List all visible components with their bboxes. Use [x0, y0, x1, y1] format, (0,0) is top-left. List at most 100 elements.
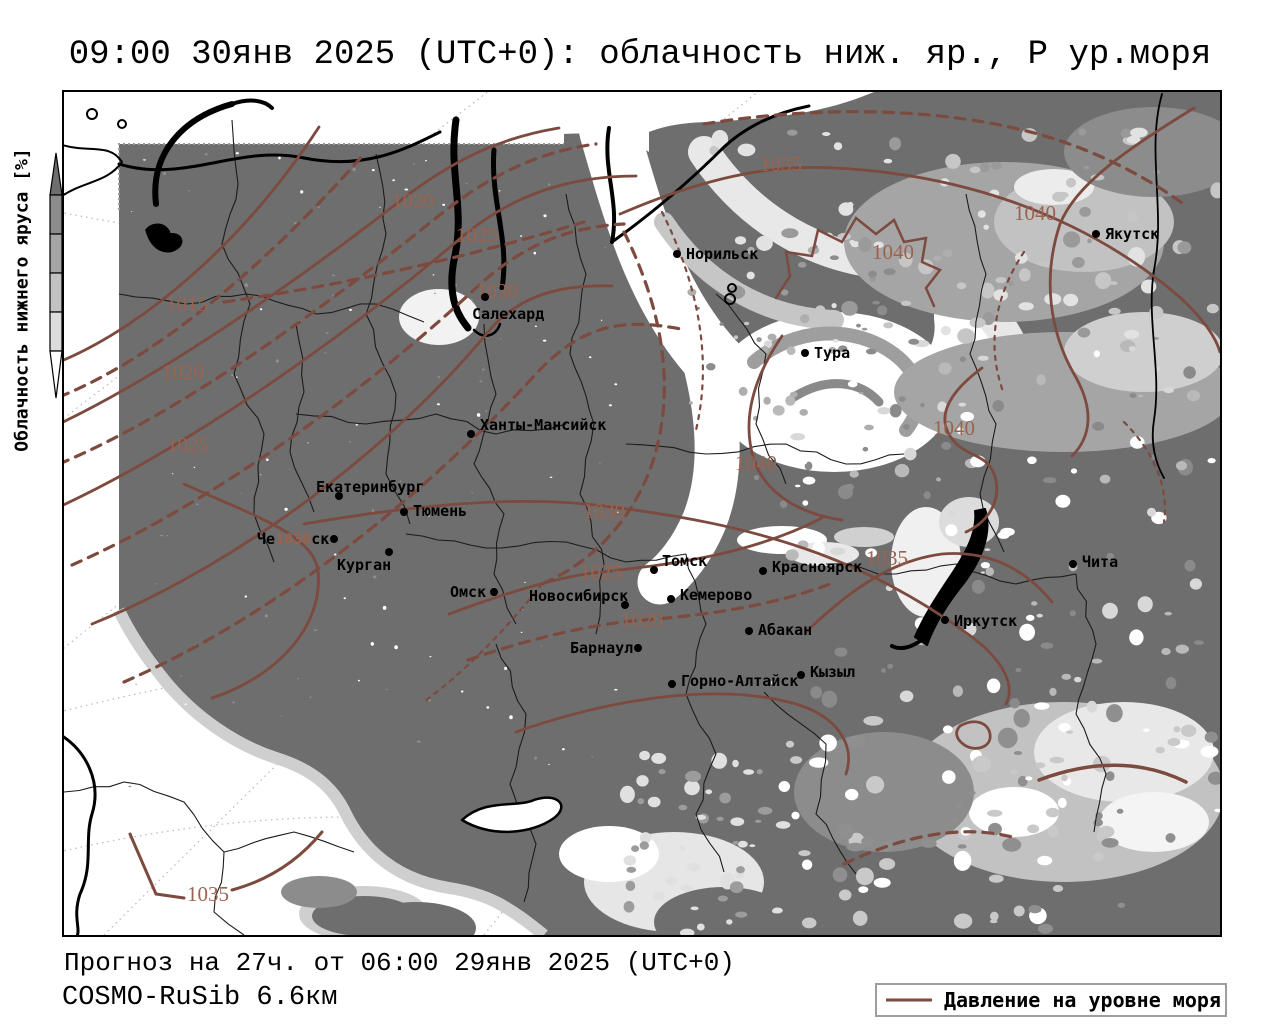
city-marker: [650, 566, 658, 574]
cloud-speckle: [809, 369, 821, 375]
admin-border: [289, 323, 315, 513]
cloud-speckle: [1095, 272, 1112, 290]
cloud-speckle: [549, 476, 553, 478]
city-label: Якутск: [1105, 225, 1159, 243]
cloud-speckle: [969, 166, 981, 174]
city-marker: [941, 616, 949, 624]
cloud-speckle: [763, 396, 771, 405]
cloud-speckle: [356, 470, 358, 472]
cloud-speckle: [984, 548, 991, 551]
cloud-speckle: [166, 535, 169, 537]
cloud-speckle: [855, 867, 874, 886]
cloud-speckle: [417, 740, 421, 743]
cloud-speckle: [772, 907, 783, 914]
cloud-speckle: [941, 441, 952, 450]
colorbar-arrow-bottom: [49, 350, 63, 399]
cloud-speckle: [636, 775, 649, 787]
cloud-speckle: [945, 524, 958, 537]
cloud-speckle: [264, 614, 269, 618]
pressure-isolines: [57, 106, 1222, 900]
cloud-speckle: [1194, 640, 1204, 645]
colorbar-axis-label: Облачность нижнего яруса [%]: [11, 148, 33, 452]
cloud-speckle: [861, 836, 875, 847]
cloud-speckle: [1206, 303, 1219, 314]
cloud-speckle: [736, 866, 745, 874]
cloud-speckle: [719, 792, 731, 804]
cloud-speckle: [259, 474, 262, 476]
cloud-speckle: [884, 248, 890, 253]
cloud-speckle: [392, 179, 395, 182]
cloud-speckle: [785, 740, 795, 748]
cloud-speckle: [159, 534, 164, 537]
colorbar-segment: [49, 272, 63, 313]
cloud-speckle: [1176, 461, 1187, 471]
cloud-speckle: [1101, 838, 1119, 848]
map-canvas: 1020 1025 1030 1015 1020 1025 1035 1040 1040 1040…: [57, 86, 1244, 957]
city-marker: [673, 250, 681, 258]
cloud-speckle: [821, 690, 838, 708]
cloud-speckle: [1044, 293, 1062, 305]
cloud-speckle: [244, 595, 247, 598]
cloud-speckle: [767, 333, 777, 341]
cloud-speckle: [1034, 702, 1050, 710]
cloud-speckle: [986, 678, 1001, 694]
cloud-speckle: [509, 715, 513, 720]
cloud-speckle: [651, 752, 667, 764]
cloud-speckle: [1204, 731, 1218, 743]
city-marker: [490, 588, 498, 596]
cloud-speckle: [743, 321, 750, 326]
cloud-speckle: [498, 190, 501, 192]
cloud-speckle: [647, 796, 661, 808]
cloud-speckle: [370, 642, 374, 646]
cloud-speckle: [626, 866, 637, 873]
cloud-speckle: [128, 785, 132, 788]
cloud-speckle: [920, 402, 925, 408]
cloud-speckle: [775, 821, 791, 829]
city-marker: [1069, 560, 1077, 568]
cloud-speckle: [1049, 687, 1057, 697]
cloud-speckle: [1106, 704, 1123, 723]
cloud-speckle: [1200, 745, 1219, 758]
cloud-speckle: [187, 190, 191, 192]
cloud-speckle: [1165, 833, 1176, 843]
cloud-speckle: [1013, 709, 1030, 728]
admin-border: [405, 533, 687, 563]
cloud-speckle: [859, 392, 864, 395]
cloud-speckle: [1002, 837, 1022, 852]
cloud-speckle: [801, 859, 813, 870]
cloud-speckle: [873, 241, 884, 249]
cloud-speckle: [1161, 647, 1171, 656]
cloud-speckle: [932, 255, 942, 262]
cloud-speckle: [620, 219, 624, 222]
cloud-speckle: [779, 500, 788, 509]
cloud-speckle: [1207, 458, 1216, 464]
cloud-speckle: [412, 163, 415, 165]
cloud-speckle: [1102, 602, 1118, 619]
cloud-speckle: [548, 763, 550, 765]
cloud-speckle: [1155, 746, 1165, 754]
cloud-speckle: [799, 409, 808, 416]
cloud-speckle: [135, 683, 137, 685]
cloud-speckle: [980, 562, 991, 569]
cloud-speckle: [794, 484, 801, 488]
cloud-speckle: [1056, 191, 1069, 199]
cloud-speckle: [757, 806, 773, 815]
cloud-speckle: [1038, 923, 1053, 934]
cloud-speckle: [904, 447, 917, 461]
cloud-speckle: [533, 251, 537, 255]
cloud-speckle: [1183, 366, 1196, 379]
cloud-speckle: [490, 315, 495, 320]
cloud-speckle: [858, 237, 872, 253]
cloud-speckle: [1009, 698, 1020, 709]
city-marker: [759, 567, 767, 575]
cloud-speckle: [849, 240, 855, 244]
cloud-speckle: [711, 130, 729, 148]
cloud-speckle: [1091, 658, 1103, 664]
isobar-label: 1015: [166, 292, 208, 316]
cloud-speckle: [334, 553, 337, 556]
cloud-speckle: [1066, 177, 1076, 188]
cloud-speckle: [995, 277, 1007, 284]
cloud-speckle: [687, 862, 701, 872]
cloud-speckle: [1049, 756, 1065, 764]
cloud-speckle: [730, 817, 745, 826]
